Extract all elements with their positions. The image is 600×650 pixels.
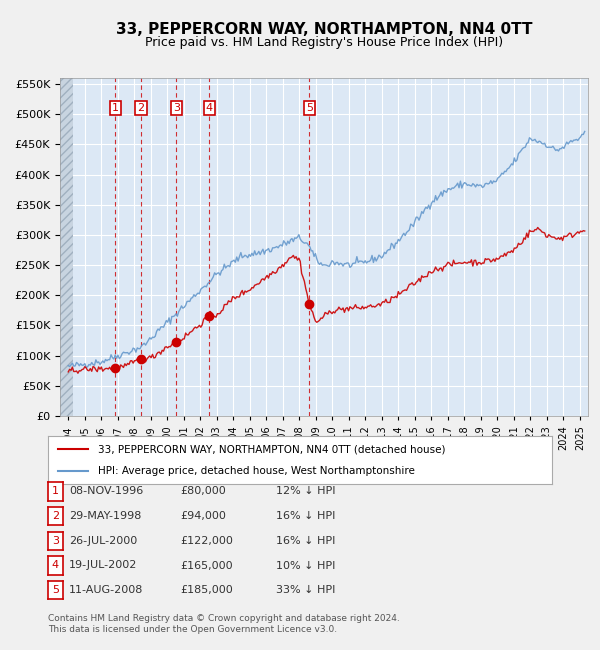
Text: 4: 4 bbox=[52, 560, 59, 571]
Text: 08-NOV-1996: 08-NOV-1996 bbox=[69, 486, 143, 497]
Text: Price paid vs. HM Land Registry's House Price Index (HPI): Price paid vs. HM Land Registry's House … bbox=[145, 36, 503, 49]
Text: £165,000: £165,000 bbox=[180, 560, 233, 571]
Text: HPI: Average price, detached house, West Northamptonshire: HPI: Average price, detached house, West… bbox=[98, 465, 415, 476]
Text: 12% ↓ HPI: 12% ↓ HPI bbox=[276, 486, 335, 497]
Text: 4: 4 bbox=[206, 103, 213, 113]
Text: 3: 3 bbox=[52, 536, 59, 546]
Text: £80,000: £80,000 bbox=[180, 486, 226, 497]
Text: 1: 1 bbox=[112, 103, 119, 113]
Text: 1: 1 bbox=[52, 486, 59, 497]
Text: 3: 3 bbox=[173, 103, 180, 113]
Text: Contains HM Land Registry data © Crown copyright and database right 2024.
This d: Contains HM Land Registry data © Crown c… bbox=[48, 614, 400, 634]
Text: 29-MAY-1998: 29-MAY-1998 bbox=[69, 511, 142, 521]
Text: 2: 2 bbox=[137, 103, 145, 113]
Text: 19-JUL-2002: 19-JUL-2002 bbox=[69, 560, 137, 571]
Text: 16% ↓ HPI: 16% ↓ HPI bbox=[276, 511, 335, 521]
Text: 5: 5 bbox=[52, 585, 59, 595]
Text: 26-JUL-2000: 26-JUL-2000 bbox=[69, 536, 137, 546]
Text: 33, PEPPERCORN WAY, NORTHAMPTON, NN4 0TT: 33, PEPPERCORN WAY, NORTHAMPTON, NN4 0TT bbox=[116, 21, 532, 37]
Text: 16% ↓ HPI: 16% ↓ HPI bbox=[276, 536, 335, 546]
Text: £185,000: £185,000 bbox=[180, 585, 233, 595]
Text: 33, PEPPERCORN WAY, NORTHAMPTON, NN4 0TT (detached house): 33, PEPPERCORN WAY, NORTHAMPTON, NN4 0TT… bbox=[98, 444, 446, 454]
Text: £94,000: £94,000 bbox=[180, 511, 226, 521]
Text: 10% ↓ HPI: 10% ↓ HPI bbox=[276, 560, 335, 571]
Text: 2: 2 bbox=[52, 511, 59, 521]
Text: 5: 5 bbox=[306, 103, 313, 113]
Text: £122,000: £122,000 bbox=[180, 536, 233, 546]
Text: 11-AUG-2008: 11-AUG-2008 bbox=[69, 585, 143, 595]
Text: 33% ↓ HPI: 33% ↓ HPI bbox=[276, 585, 335, 595]
